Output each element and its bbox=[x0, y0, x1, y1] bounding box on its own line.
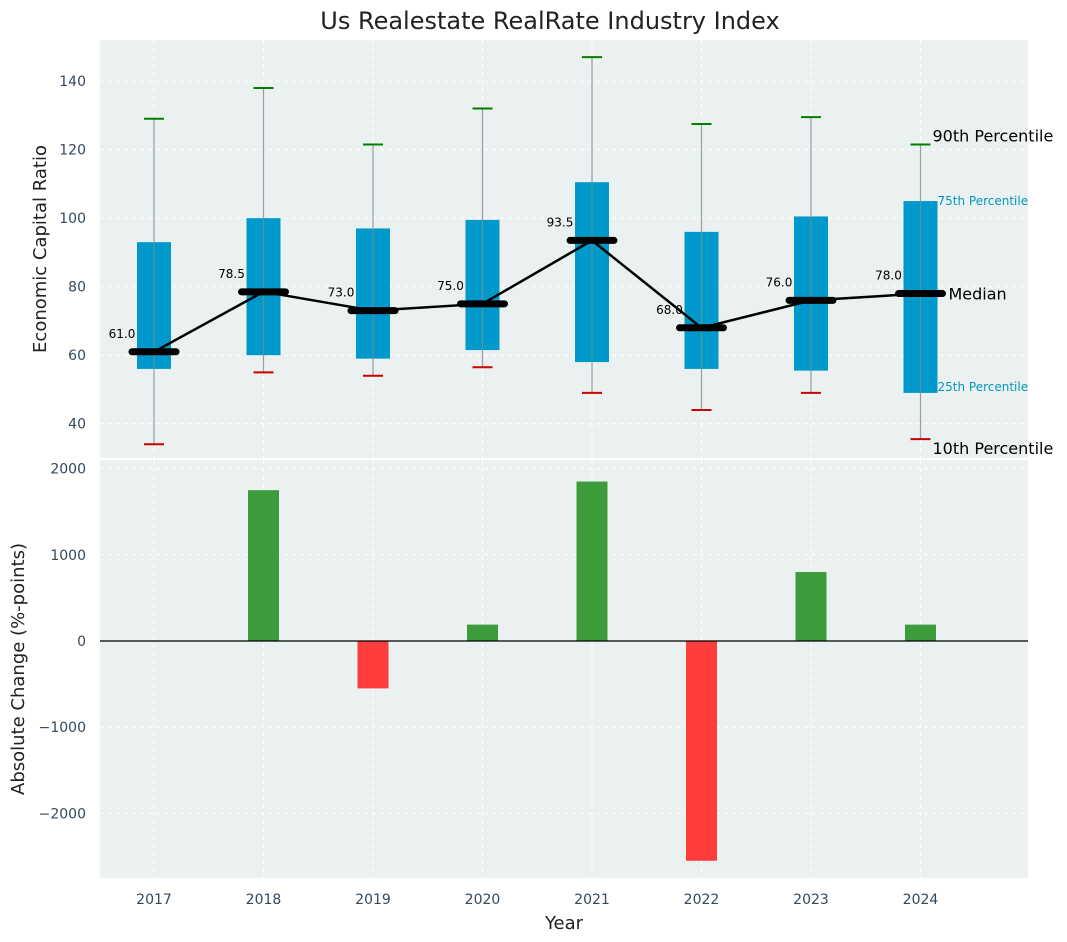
x-tick-label: 2020 bbox=[465, 892, 501, 908]
median-value-label: 75.0 bbox=[437, 279, 464, 293]
bottom-y-tick-label: 1000 bbox=[50, 548, 86, 564]
median-value-label: 78.5 bbox=[218, 267, 245, 281]
median-value-label: 61.0 bbox=[109, 327, 136, 341]
top-y-tick-label: 120 bbox=[59, 143, 86, 159]
bottom-y-tick-labels: −2000 −1000 0 1000 2000 bbox=[39, 462, 86, 823]
chart-title: Us Realestate RealRate Industry Index bbox=[320, 7, 779, 35]
median-value-label: 78.0 bbox=[875, 269, 902, 283]
top-y-tick-label: 100 bbox=[59, 211, 86, 227]
annotation-p90: 90th Percentile bbox=[933, 127, 1054, 146]
top-y-tick-label: 80 bbox=[68, 280, 86, 296]
x-tick-label: 2024 bbox=[903, 892, 939, 908]
bottom-y-tick-label: 2000 bbox=[50, 462, 86, 478]
top-plot-area bbox=[100, 40, 1028, 458]
median-value-label: 76.0 bbox=[766, 275, 793, 289]
top-y-tick-label: 60 bbox=[68, 348, 86, 364]
top-box-marks: 61.0 78.5 73.0 75.0 93.5 68.0 76.0 78.0 90th Per… bbox=[109, 56, 1054, 458]
top-y-tick-label: 40 bbox=[68, 417, 86, 433]
x-tick-label: 2021 bbox=[574, 892, 610, 908]
bottom-y-axis-label: Absolute Change (%-points) bbox=[8, 543, 29, 795]
bottom-y-tick-label: −2000 bbox=[39, 806, 86, 822]
annotation-p75: 75th Percentile bbox=[938, 194, 1029, 208]
change-bar bbox=[905, 624, 936, 641]
x-axis-label: Year bbox=[544, 913, 584, 934]
median-value-label: 93.5 bbox=[547, 215, 574, 229]
change-bar bbox=[795, 572, 827, 641]
bottom-y-tick-label: −1000 bbox=[39, 720, 86, 736]
top-y-tick-label: 140 bbox=[59, 74, 86, 90]
x-tick-label: 2019 bbox=[355, 892, 391, 908]
change-bar bbox=[576, 481, 608, 641]
annotation-median: Median bbox=[949, 285, 1007, 304]
change-bar bbox=[686, 640, 717, 861]
top-y-axis-label: Economic Capital Ratio bbox=[30, 145, 51, 353]
bottom-plot-area bbox=[100, 460, 1028, 878]
median-value-label: 68.0 bbox=[656, 303, 683, 317]
top-y-tick-labels: 40 60 80 100 120 140 bbox=[59, 74, 86, 433]
x-tick-labels: 2017 2018 2019 2020 2021 2022 2023 2024 bbox=[136, 892, 938, 908]
change-bar bbox=[467, 624, 498, 641]
x-tick-label: 2017 bbox=[136, 892, 172, 908]
x-tick-label: 2018 bbox=[246, 892, 282, 908]
change-bar bbox=[248, 490, 279, 641]
annotation-p10: 10th Percentile bbox=[933, 439, 1054, 458]
x-tick-label: 2023 bbox=[793, 892, 829, 908]
change-bar bbox=[357, 640, 389, 689]
bottom-bar-marks bbox=[100, 481, 1028, 861]
median-value-label: 73.0 bbox=[328, 286, 355, 300]
bottom-y-tick-label: 0 bbox=[77, 634, 86, 650]
annotation-p25: 25th Percentile bbox=[938, 380, 1029, 394]
x-tick-label: 2022 bbox=[684, 892, 720, 908]
